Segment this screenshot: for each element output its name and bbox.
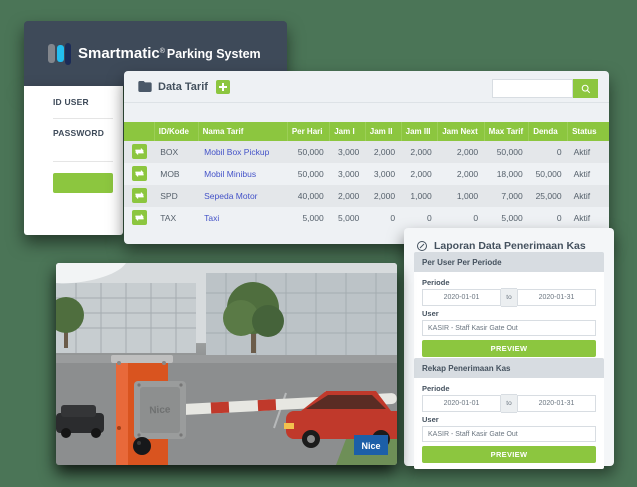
svg-text:Nice: Nice xyxy=(361,441,380,451)
svg-text:Nice: Nice xyxy=(149,404,171,416)
